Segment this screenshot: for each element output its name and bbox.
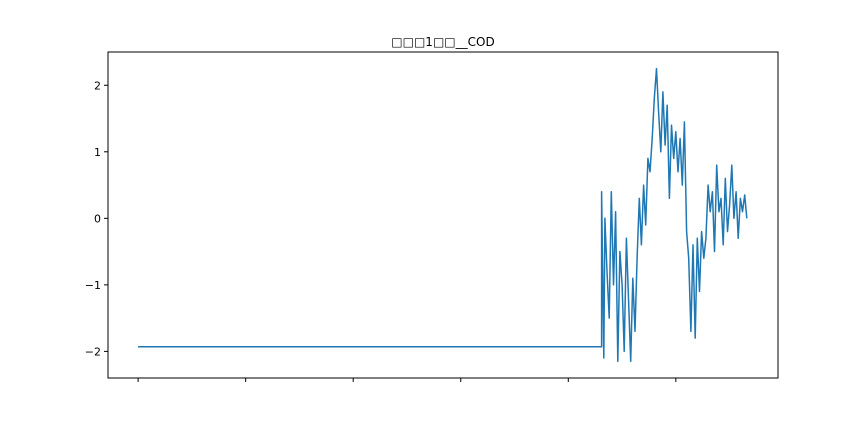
y-tick-label: 1 <box>94 146 101 159</box>
y-tick-label: 2 <box>94 79 101 92</box>
y-tick-label: −2 <box>85 345 101 358</box>
axis-layer: −2 −1 0 1 2 <box>85 79 677 382</box>
y-tick-label: 0 <box>94 212 101 225</box>
series-line-0 <box>138 67 748 363</box>
y-tick-label: −1 <box>85 279 101 292</box>
plot-layer <box>138 67 748 363</box>
plot-frame <box>107 51 779 379</box>
chart-title: □□□1□□__COD <box>391 35 494 49</box>
